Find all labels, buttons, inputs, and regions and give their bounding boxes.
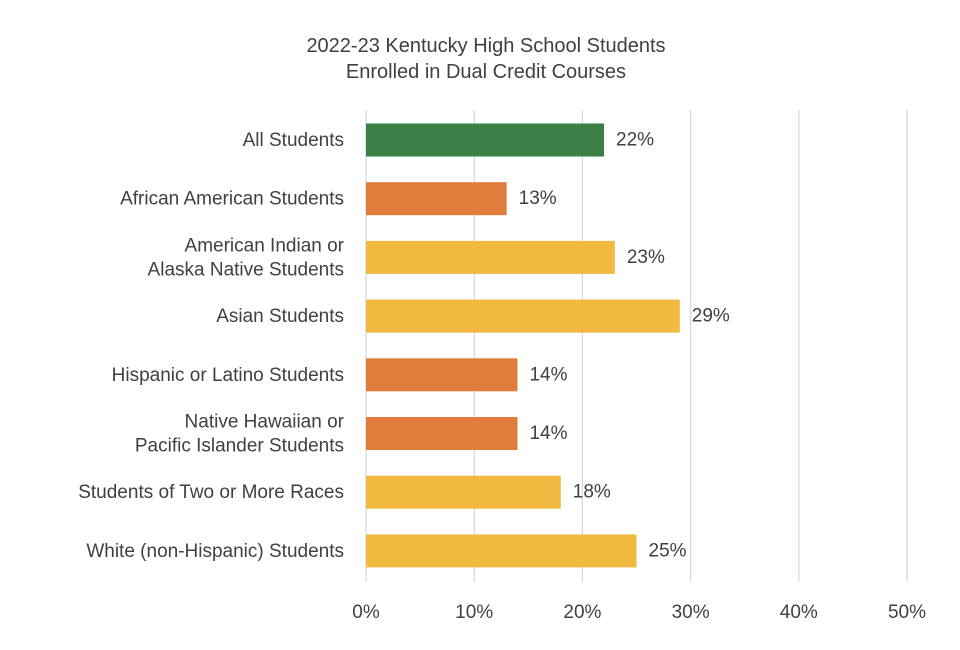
bar — [366, 534, 637, 568]
x-tick-label: 0% — [352, 602, 380, 623]
category-label: Asian Students — [216, 306, 344, 327]
bar — [366, 299, 680, 333]
category-label: Students of Two or More Races — [78, 482, 344, 503]
chart-title: 2022-23 Kentucky High School Students Enr… — [306, 35, 665, 83]
x-tick-label: 10% — [455, 602, 493, 623]
data-label: 25% — [649, 540, 687, 561]
bar — [366, 358, 518, 392]
bar — [366, 475, 561, 509]
gridlines — [365, 110, 908, 582]
bar — [366, 182, 507, 216]
data-label: 22% — [616, 130, 654, 151]
category-label: All Students — [243, 130, 344, 151]
data-label: 14% — [529, 423, 567, 444]
data-label: 29% — [692, 306, 730, 327]
category-label: African American Students — [120, 188, 344, 209]
bars — [366, 123, 680, 568]
data-labels: 22% 13% 23% 29% 14% 14% 18% 25% — [519, 130, 730, 562]
category-labels: All Students African American Students Ame… — [78, 130, 344, 562]
bar — [366, 123, 605, 157]
x-tick-label: 30% — [672, 602, 710, 623]
data-label: 14% — [529, 364, 567, 385]
category-label: White (non-Hispanic) Students — [86, 540, 344, 561]
category-label: Hispanic or Latino Students — [112, 364, 344, 385]
data-label: 18% — [573, 482, 611, 503]
data-label: 23% — [627, 247, 665, 268]
bar — [366, 417, 518, 450]
category-label: American Indian or Alaska Native Students — [148, 235, 345, 280]
x-axis-tick-labels: 0% 10% 20% 30% 40% 50% — [352, 602, 926, 623]
data-label: 13% — [519, 188, 557, 209]
bar — [366, 240, 615, 274]
x-tick-label: 40% — [780, 602, 818, 623]
x-tick-label: 20% — [563, 602, 601, 623]
x-tick-label: 50% — [888, 602, 926, 623]
category-label: Native Hawaiian or Pacific Islander Stude… — [135, 411, 345, 456]
